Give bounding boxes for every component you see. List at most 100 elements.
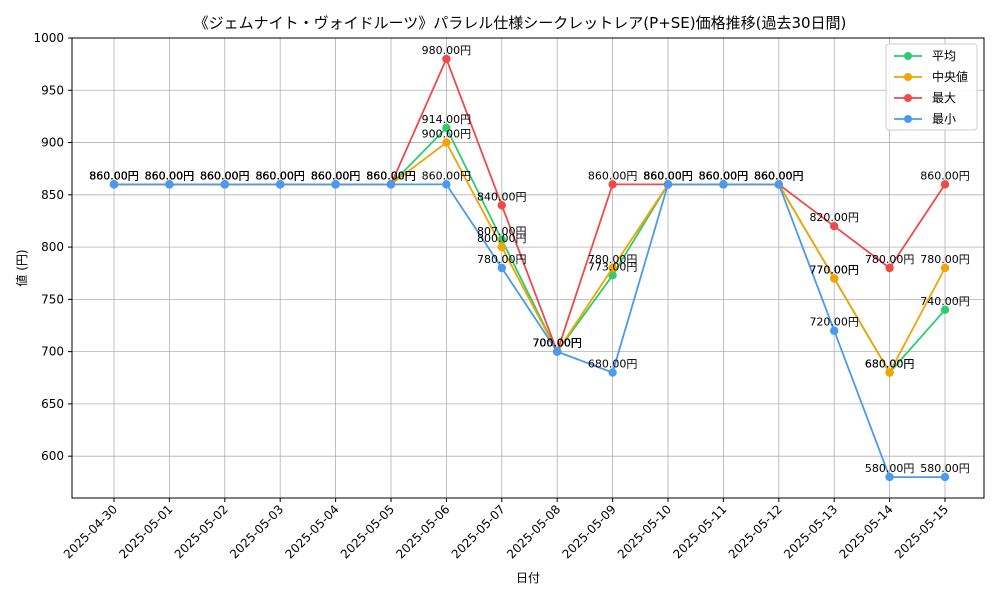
data-label: 860.00円 xyxy=(145,169,195,182)
x-tick-label: 2025-05-05 xyxy=(338,502,397,561)
data-label: 840.00円 xyxy=(477,190,527,203)
data-label: 860.00円 xyxy=(200,169,250,182)
data-label: 860.00円 xyxy=(699,169,749,182)
data-point xyxy=(885,263,894,273)
y-axis-ticks: 600 650 700 750 800 850 900 950 1000 xyxy=(33,31,72,463)
data-label: 700.00円 xyxy=(532,337,582,350)
data-point xyxy=(885,472,894,482)
x-tick-label: 2025-04-30 xyxy=(61,502,120,561)
data-label: 580.00円 xyxy=(865,462,915,475)
data-label: 680.00円 xyxy=(588,358,638,371)
x-tick-label: 2025-05-08 xyxy=(504,502,563,561)
series-group xyxy=(109,54,950,482)
data-label: 740.00円 xyxy=(920,295,970,308)
y-tick-label: 900 xyxy=(41,136,64,150)
y-tick-label: 800 xyxy=(41,240,64,254)
x-tick-label: 2025-05-15 xyxy=(892,502,951,561)
data-point xyxy=(331,180,340,189)
data-point xyxy=(442,180,451,189)
data-label: 860.00円 xyxy=(145,169,195,182)
x-tick-label: 2025-05-01 xyxy=(116,502,175,561)
data-point xyxy=(442,138,451,147)
x-tick-label: 2025-05-04 xyxy=(283,502,342,561)
data-label: 860.00円 xyxy=(200,169,250,182)
data-label: 860.00円 xyxy=(588,169,638,182)
data-point xyxy=(109,180,119,189)
data-point xyxy=(276,180,285,189)
data-point xyxy=(885,368,894,377)
data-label: 860.00円 xyxy=(422,169,472,182)
y-axis-label: 値 (円) xyxy=(14,249,29,286)
x-tick-label: 2025-05-12 xyxy=(726,502,785,561)
data-label: 860.00円 xyxy=(255,169,305,182)
data-point xyxy=(608,180,617,189)
legend-box xyxy=(885,43,978,131)
data-label: 770.00円 xyxy=(809,263,859,276)
data-label: 680.00円 xyxy=(865,358,915,371)
data-point xyxy=(608,368,617,377)
data-label: 860.00円 xyxy=(89,169,139,182)
data-point xyxy=(497,242,506,252)
data-label: 700.00円 xyxy=(532,337,582,350)
data-point xyxy=(497,263,506,273)
data-label: 860.00円 xyxy=(366,169,416,182)
data-label: 770.00円 xyxy=(809,263,859,276)
data-label: 860.00円 xyxy=(643,169,693,182)
data-label: 860.00円 xyxy=(366,169,416,182)
data-label: 860.00円 xyxy=(89,169,139,182)
legend-label: 平均 xyxy=(932,49,956,63)
data-point xyxy=(940,472,950,482)
series-line-2 xyxy=(114,56,946,355)
data-label: 860.00円 xyxy=(699,169,749,182)
data-label: 860.00円 xyxy=(145,169,195,182)
data-point xyxy=(830,221,839,231)
x-tick-label: 2025-05-02 xyxy=(172,502,231,561)
legend-swatch-marker xyxy=(904,73,912,81)
data-label: 680.00円 xyxy=(865,358,915,371)
x-tick-label: 2025-05-03 xyxy=(227,502,286,561)
data-label: 860.00円 xyxy=(643,169,693,182)
data-label: 773.00円 xyxy=(588,260,638,273)
series-line-0 xyxy=(114,126,946,375)
data-point xyxy=(830,326,839,335)
legend-swatch-marker xyxy=(904,94,912,102)
data-label: 807.00円 xyxy=(477,225,527,238)
data-label: 860.00円 xyxy=(754,169,804,182)
data-label: 914.00円 xyxy=(422,113,472,126)
data-point xyxy=(608,271,617,280)
data-label: 860.00円 xyxy=(311,169,361,182)
data-label: 860.00円 xyxy=(89,169,139,182)
data-label: 860.00円 xyxy=(920,169,970,182)
data-label: 860.00円 xyxy=(754,169,804,182)
data-label: 780.00円 xyxy=(865,253,915,266)
data-point xyxy=(386,180,396,189)
x-tick-label: 2025-05-13 xyxy=(781,502,840,561)
x-tick-label: 2025-05-07 xyxy=(449,502,508,561)
y-tick-label: 700 xyxy=(41,345,64,359)
series-line-3 xyxy=(114,183,945,478)
data-label: 860.00円 xyxy=(200,169,250,182)
data-labels: 860.00円 860.00円 860.00円 860.00円 860.00円 860.0… xyxy=(89,44,970,475)
y-tick-label: 1000 xyxy=(33,31,64,45)
data-label: 700.00円 xyxy=(532,337,582,350)
y-tick-label: 950 xyxy=(41,83,64,97)
x-axis-ticks: 2025-04-302025-05-012025-05-022025-05-03… xyxy=(61,498,951,561)
y-tick-label: 600 xyxy=(41,449,64,463)
data-label: 860.00円 xyxy=(699,169,749,182)
data-label: 860.00円 xyxy=(643,169,693,182)
data-label: 900.00円 xyxy=(422,128,472,141)
data-label: 780.00円 xyxy=(588,253,638,266)
y-tick-label: 750 xyxy=(41,292,64,306)
data-label: 860.00円 xyxy=(366,169,416,182)
data-point xyxy=(830,274,839,283)
legend-label: 中央値 xyxy=(932,69,968,84)
x-tick-label: 2025-05-11 xyxy=(670,502,729,561)
data-point xyxy=(663,180,673,189)
data-label: 860.00円 xyxy=(643,169,693,182)
data-label: 860.00円 xyxy=(754,169,804,182)
data-point xyxy=(940,263,950,273)
data-label: 980.00円 xyxy=(422,44,472,57)
legend-label: 最大 xyxy=(932,91,956,105)
data-label: 860.00円 xyxy=(311,169,361,182)
